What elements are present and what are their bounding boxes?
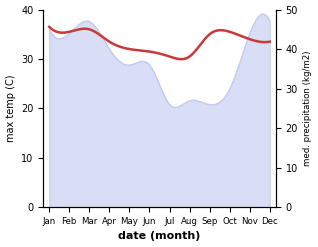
Y-axis label: max temp (C): max temp (C) [5,75,16,142]
Y-axis label: med. precipitation (kg/m2): med. precipitation (kg/m2) [303,51,313,166]
X-axis label: date (month): date (month) [118,231,201,242]
